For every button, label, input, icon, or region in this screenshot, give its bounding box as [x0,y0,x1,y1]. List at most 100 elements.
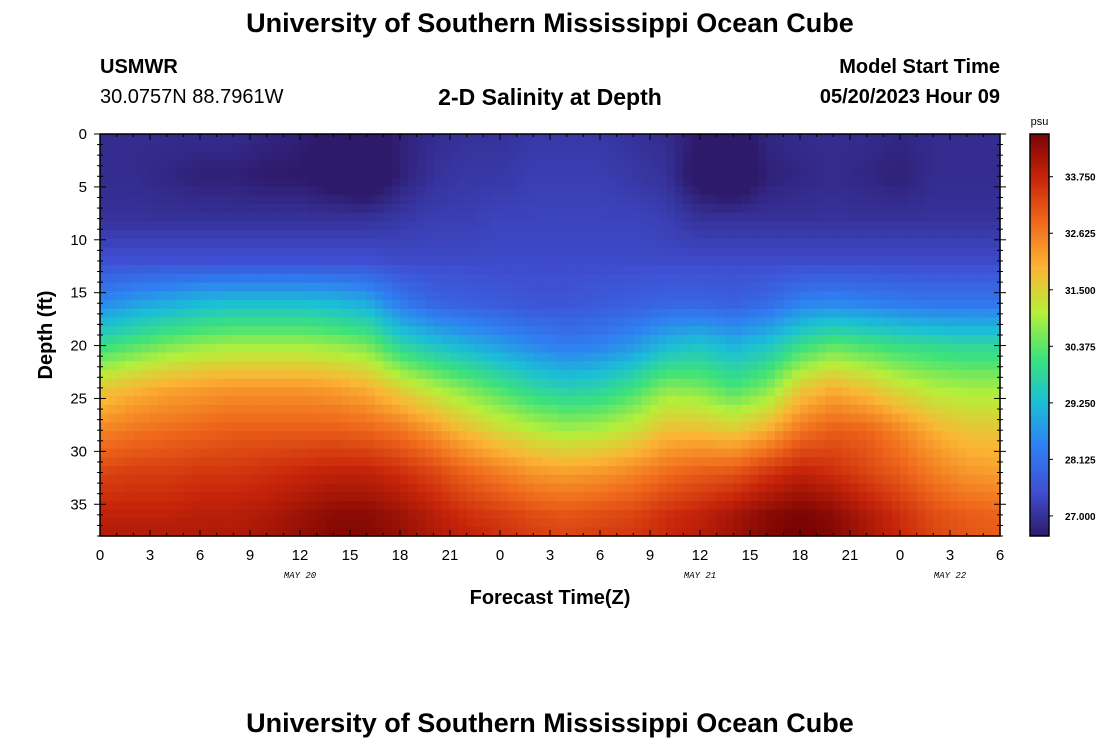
heatmap-cell [166,448,176,458]
heatmap-cell [775,509,784,520]
heatmap-cell [591,265,601,275]
heatmap-cell [616,492,626,502]
heatmap-cell [491,221,501,231]
heatmap-cell [525,335,534,345]
heatmap-cell [891,448,901,458]
heatmap-cell [566,221,576,231]
heatmap-cell [408,212,418,222]
heatmap-cell [341,238,351,249]
heatmap-cell [325,212,334,222]
heatmap-cell [341,291,351,301]
heatmap-cell [775,134,784,144]
heatmap-cell [983,134,993,144]
heatmap-cell [700,396,709,406]
heatmap-cell [300,404,309,415]
heatmap-cell [333,369,343,380]
heatmap-cell [208,203,218,214]
heatmap-cell [925,413,934,423]
heatmap-cell [425,448,434,458]
heatmap-cell [616,369,626,380]
heatmap-cell [700,160,709,170]
heatmap-cell [458,160,468,170]
heatmap-cell [441,396,451,406]
heatmap-cell [625,238,634,249]
heatmap-cell [741,142,751,153]
heatmap-cell [266,212,276,222]
heatmap-cell [316,326,326,336]
heatmap-cell [816,203,826,214]
heatmap-cell [700,195,709,205]
heatmap-cell [483,466,493,476]
heatmap-cell [966,474,976,485]
heatmap-cell [525,439,534,450]
heatmap-cell [375,300,384,310]
heatmap-cell [516,369,526,380]
heatmap-cell [250,273,259,284]
heatmap-cell [775,413,784,423]
heatmap-cell [733,527,743,537]
heatmap-cell [916,509,926,520]
heatmap-cell [208,308,218,319]
heatmap-cell [766,413,776,423]
heatmap-cell [133,369,143,380]
heatmap-cell [975,168,984,179]
heatmap-cell [558,448,568,458]
heatmap-cell [391,151,401,161]
heatmap-cell [608,160,618,170]
heatmap-cell [325,265,334,275]
heatmap-cell [916,203,926,214]
heatmap-cell [441,308,451,319]
heatmap-cell [283,221,293,231]
heatmap-cell [966,282,976,292]
heatmap-cell [625,509,634,520]
heatmap-cell [758,466,768,476]
heatmap-cell [883,466,893,476]
heatmap-cell [400,378,409,389]
heatmap-cell [266,439,276,450]
heatmap-cell [133,265,143,275]
heatmap-cell [483,238,493,249]
heatmap-cell [225,518,234,528]
heatmap-cell [850,335,859,345]
heatmap-cell [866,291,876,301]
heatmap-cell [258,256,268,266]
heatmap-cell [983,466,993,476]
heatmap-cell [275,457,284,467]
heatmap-cell [416,282,426,292]
heatmap-cell [175,396,184,406]
heatmap-cell [950,474,959,485]
heatmap-cell [341,177,351,188]
heatmap-cell [775,378,784,389]
heatmap-cell [308,396,318,406]
heatmap-cell [141,369,151,380]
heatmap-cell [441,203,451,214]
heatmap-cell [900,177,909,188]
heatmap-cell [866,195,876,205]
heatmap-cell [158,448,168,458]
heatmap-cell [408,483,418,493]
heatmap-cell [216,291,226,301]
heatmap-cell [483,387,493,397]
heatmap-cell [458,186,468,196]
heatmap-cell [308,501,318,511]
heatmap-cell [208,509,218,520]
heatmap-cell [808,422,818,432]
heatmap-cell [800,466,809,476]
heatmap-cell [591,483,601,493]
heatmap-cell [308,160,318,170]
heatmap-cell [258,448,268,458]
heatmap-cell [533,142,543,153]
heatmap-cell [108,247,118,257]
heatmap-cell [991,335,1001,345]
heatmap-cell [533,509,543,520]
heatmap-cell [883,212,893,222]
heatmap-cell [466,142,476,153]
heatmap-cell [958,466,968,476]
heatmap-cell [366,527,376,537]
heatmap-cell [108,527,118,537]
heatmap-cell [741,483,751,493]
heatmap-cell [983,221,993,231]
heatmap-cell [125,256,134,266]
heatmap-cell [100,168,109,179]
heatmap-cell [166,168,176,179]
